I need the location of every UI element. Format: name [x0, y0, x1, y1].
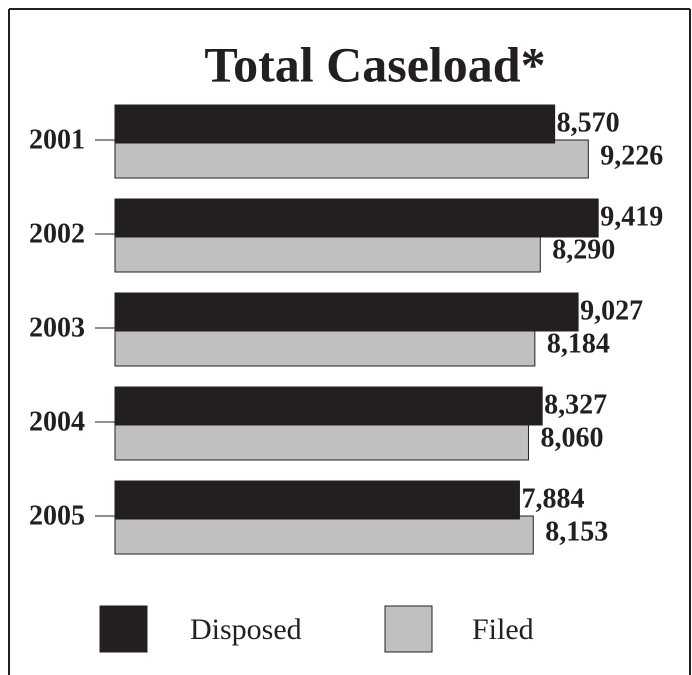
chart-title: Total Caseload*: [204, 36, 545, 92]
value-label: 7,884: [521, 483, 584, 514]
value-label: 9,226: [600, 140, 663, 171]
bar: [114, 421, 529, 461]
legend-swatch: [99, 605, 148, 653]
bar: [114, 198, 599, 238]
legend-swatch: [384, 605, 433, 653]
bar: [114, 104, 556, 144]
value-label: 9,419: [600, 201, 663, 232]
value-label: 8,060: [540, 422, 603, 453]
legend-label: Disposed: [190, 613, 302, 646]
bar: [114, 515, 534, 555]
value-label: 8,153: [545, 516, 608, 547]
bar: [114, 139, 589, 179]
value-label: 8,570: [557, 107, 620, 138]
bar: [114, 233, 541, 273]
y-tick-label: 2003: [29, 312, 85, 343]
value-label: 9,027: [580, 295, 643, 326]
legend-label: Filed: [472, 613, 534, 646]
y-tick-label: 2004: [29, 406, 85, 437]
bar: [114, 327, 536, 367]
y-tick-label: 2002: [29, 218, 85, 249]
value-label: 8,290: [552, 234, 615, 265]
value-label: 8,184: [547, 328, 610, 359]
y-tick-label: 2001: [29, 124, 85, 155]
bar: [114, 480, 520, 520]
y-tick-label: 2005: [29, 500, 85, 531]
bar: [114, 386, 543, 426]
value-label: 8,327: [544, 389, 607, 420]
bar: [114, 292, 579, 332]
